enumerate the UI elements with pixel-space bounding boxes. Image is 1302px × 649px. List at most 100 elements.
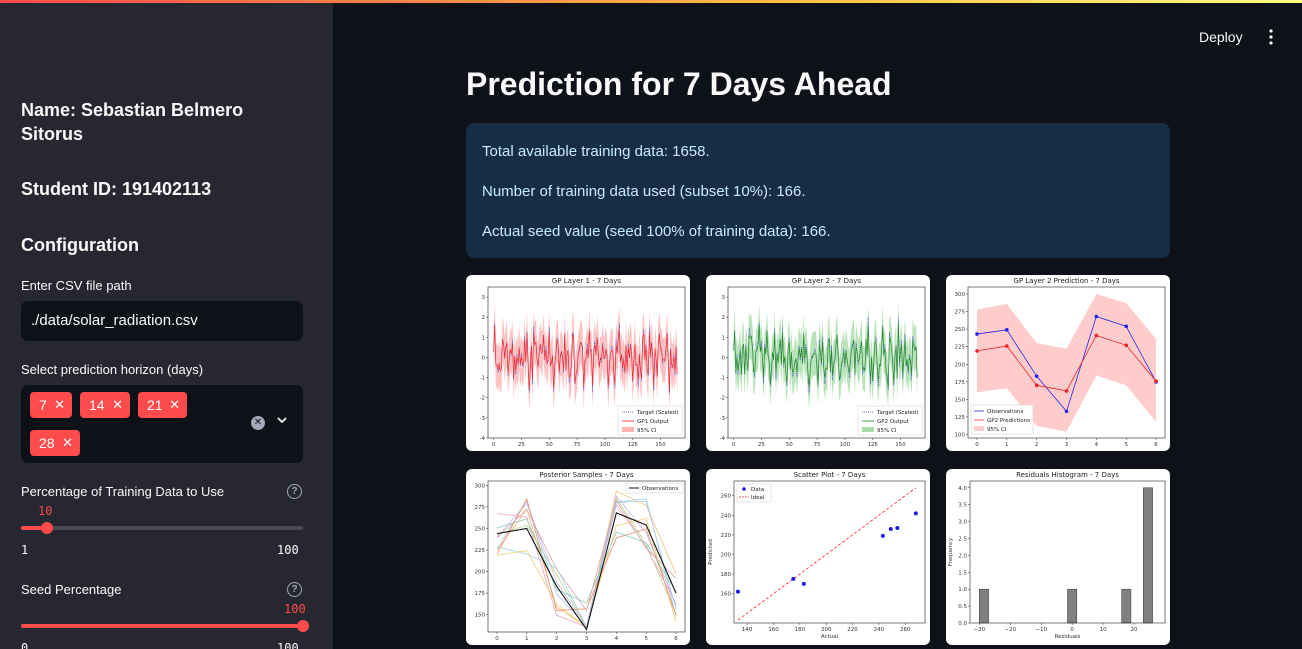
deploy-button[interactable]: Deploy <box>1199 29 1243 45</box>
posterior-sample-line <box>496 499 677 612</box>
x-tick-label: 0 <box>732 442 736 448</box>
y-tick-label: 225 <box>955 345 966 351</box>
residuals-histogram-chart: Residuals Histogram - 7 Days −30 −20 −10 0 10… <box>946 469 1170 645</box>
x-tick-label: 260 <box>900 627 911 633</box>
help-icon[interactable]: ? <box>287 484 302 499</box>
chip-remove-icon[interactable]: ✕ <box>169 397 180 412</box>
y-tick-label: 4.0 <box>958 486 967 492</box>
more-menu-icon[interactable] <box>1267 28 1275 46</box>
student-name-line-1: Name: Sebastian Belmero <box>21 100 244 120</box>
x-tick-label: −20 <box>1004 627 1016 633</box>
x-tick-label: 1 <box>525 636 529 642</box>
legend-swatch <box>974 426 984 431</box>
slider-thumb[interactable] <box>297 620 309 632</box>
gp-layer1-chart: GP Layer 1 - 7 Days 0 25 50 75 100 125 150 -4 -3 -… <box>466 275 690 451</box>
seed-pct-slider[interactable] <box>21 620 309 632</box>
data-point <box>895 526 900 531</box>
ci-band <box>976 294 1157 432</box>
plot-frame <box>487 286 686 439</box>
x-tick-label: 3 <box>1065 442 1069 448</box>
horizon-chip[interactable]: 28 ✕ <box>30 430 80 456</box>
y-tick-label: 150 <box>955 397 966 403</box>
x-tick-label: 0 <box>495 636 499 642</box>
help-icon[interactable]: ? <box>287 582 302 597</box>
chip-remove-icon[interactable]: ✕ <box>54 397 65 412</box>
gp-output-line <box>733 322 918 388</box>
chip-remove-icon[interactable]: ✕ <box>62 435 73 450</box>
x-tick-label: 25 <box>518 442 525 448</box>
x-tick-label: 10 <box>1100 627 1107 633</box>
legend-label: Target (Scaled) <box>636 410 678 416</box>
horizon-chip[interactable]: 7 ✕ <box>30 392 72 418</box>
y-tick-label: 275 <box>475 505 486 511</box>
page-title: Prediction for 7 Days Ahead <box>466 66 892 102</box>
legend-label: GP2 Output <box>877 419 910 425</box>
x-tick-label: 4 <box>1095 442 1099 448</box>
y-tick-label: 200 <box>721 552 732 558</box>
x-tick-label: 75 <box>574 442 581 448</box>
chip-remove-icon[interactable]: ✕ <box>112 397 123 412</box>
horizon-chip[interactable]: 21 ✕ <box>138 392 187 418</box>
chip-label: 14 <box>89 397 105 413</box>
slider-thumb[interactable] <box>40 522 53 534</box>
horizon-multiselect[interactable]: 7 ✕ 14 ✕ 21 ✕ 28 ✕ ✕ <box>21 385 303 463</box>
config-heading: Configuration <box>21 235 139 255</box>
y-tick-label: 150 <box>475 613 486 619</box>
training-pct-value: 10 <box>38 504 53 518</box>
data-point <box>801 581 806 586</box>
info-line: Total available training data: 1658. <box>482 143 710 160</box>
ideal-line <box>737 487 917 621</box>
x-tick-label: 6 <box>1154 442 1158 448</box>
x-tick-label: 2 <box>1035 442 1039 448</box>
gp-output-line <box>493 324 678 392</box>
y-tick-label: 1 <box>722 335 726 341</box>
chip-label: 28 <box>39 435 55 451</box>
x-tick-label: 150 <box>895 442 906 448</box>
y-tick-label: 2.0 <box>958 553 967 559</box>
y-tick-label: 1.5 <box>958 570 967 576</box>
posterior-samples-svg: Posterior Samples - 7 Days 0 1 2 3 4 5 6 150 175 2… <box>475 471 686 642</box>
x-tick-label: 5 <box>644 636 648 642</box>
residuals-histogram-svg: Residuals Histogram - 7 Days −30 −20 −10 0 10… <box>948 471 1166 640</box>
chevron-down-icon[interactable] <box>275 413 289 427</box>
x-tick-label: 150 <box>655 442 666 448</box>
scatter-chart: Scatter Plot - 7 Days 140 160 180 200 220 240 2… <box>706 469 930 645</box>
slider-fill <box>21 526 47 530</box>
x-tick-label: −30 <box>973 627 985 633</box>
seed-pct-min: 0 <box>21 641 29 649</box>
data-point <box>1005 328 1009 332</box>
info-box: Total available training data: 1658. Num… <box>466 123 1170 258</box>
chart-title: GP Layer 2 - 7 Days <box>792 277 862 285</box>
y-tick-label: 3.5 <box>958 503 967 509</box>
chip-label: 7 <box>39 397 47 413</box>
data-point <box>975 332 979 336</box>
x-tick-label: 2 <box>555 636 559 642</box>
observations-line <box>496 512 677 631</box>
csv-path-input[interactable]: ./data/solar_radiation.csv <box>21 301 303 341</box>
legend-box <box>625 482 684 494</box>
y-tick-label: 225 <box>475 548 486 554</box>
legend-label: Data <box>751 487 764 493</box>
plot-frame <box>967 286 1166 439</box>
top-status-bar <box>0 0 1302 3</box>
y-tick-label: -4 <box>480 436 486 442</box>
sidebar: Name: Sebastian Belmero Sitorus Student … <box>0 0 333 649</box>
x-tick-label: 50 <box>786 442 793 448</box>
clear-all-icon[interactable]: ✕ <box>251 416 265 430</box>
legend-label: 95% CI <box>987 427 1007 433</box>
data-point <box>1124 343 1128 348</box>
horizon-chip[interactable]: 14 ✕ <box>80 392 130 418</box>
legend-label: Observations <box>987 409 1023 415</box>
legend-swatch <box>862 427 874 432</box>
training-pct-slider[interactable] <box>21 522 303 534</box>
y-tick-label: 200 <box>475 570 486 576</box>
data-point <box>888 526 893 531</box>
x-tick-label: −10 <box>1035 627 1047 633</box>
y-tick-label: 180 <box>721 572 732 578</box>
legend-label: Ideal <box>751 495 765 501</box>
x-tick-label: 1 <box>1005 442 1009 448</box>
gp-prediction-svg: GP Layer 2 Prediction - 7 Days 0 1 2 3 4 5 6 100… <box>955 277 1166 448</box>
x-tick-label: 4 <box>615 636 619 642</box>
x-tick-label: 160 <box>768 627 779 633</box>
posterior-sample-line <box>496 518 677 604</box>
